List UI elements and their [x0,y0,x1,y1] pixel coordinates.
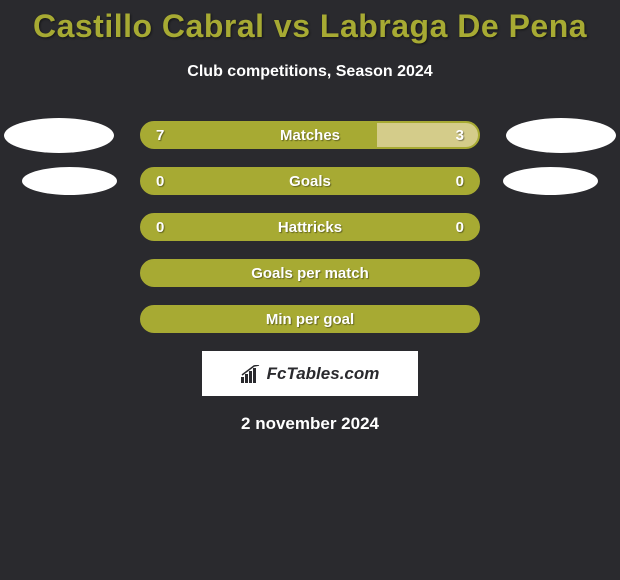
stat-row-hattricks: 0 Hattricks 0 [0,213,620,241]
watermark-badge: FcTables.com [202,351,418,396]
stat-value-right: 3 [456,127,464,144]
stat-label: Goals [142,173,478,190]
player-left-avatar-small [22,167,117,195]
stat-label: Hattricks [142,219,478,236]
stat-row-goals: 0 Goals 0 [0,167,620,195]
stat-bar: 0 Hattricks 0 [140,213,480,241]
chart-icon [241,365,263,383]
player-left-avatar [4,118,114,153]
infographic-container: Castillo Cabral vs Labraga De Pena Club … [0,0,620,434]
stat-bar: Min per goal [140,305,480,333]
stats-area: 7 Matches 3 0 Goals 0 0 Hattricks 0 [0,121,620,333]
stat-label: Min per goal [142,311,478,328]
date-text: 2 november 2024 [0,414,620,434]
subtitle: Club competitions, Season 2024 [0,63,620,81]
stat-row-min-per-goal: Min per goal [0,305,620,333]
page-title: Castillo Cabral vs Labraga De Pena [0,8,620,45]
stat-bar: 7 Matches 3 [140,121,480,149]
stat-label: Goals per match [142,265,478,282]
stat-row-matches: 7 Matches 3 [0,121,620,149]
player-right-avatar-small [503,167,598,195]
stat-value-right: 0 [456,219,464,236]
watermark-text: FcTables.com [267,364,380,384]
player-right-avatar [506,118,616,153]
stat-label: Matches [142,127,478,144]
stat-bar: 0 Goals 0 [140,167,480,195]
stat-row-goals-per-match: Goals per match [0,259,620,287]
stat-bar: Goals per match [140,259,480,287]
stat-value-right: 0 [456,173,464,190]
